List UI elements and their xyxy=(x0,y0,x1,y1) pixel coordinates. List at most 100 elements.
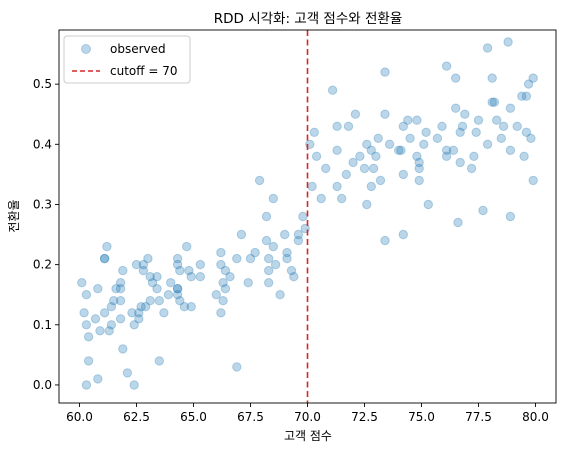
data-point xyxy=(414,157,424,168)
data-point xyxy=(115,314,126,324)
data-point xyxy=(216,308,226,318)
data-point xyxy=(469,151,479,162)
data-point xyxy=(487,97,497,107)
data-point xyxy=(289,272,299,282)
data-point xyxy=(350,109,361,119)
data-point xyxy=(398,169,408,180)
data-point xyxy=(163,290,174,300)
data-point xyxy=(211,290,222,300)
data-point xyxy=(451,73,461,83)
x-axis-ticks: 60.0 62.5 65.0 67.5 70.0 72.5 75.0 77.5 80.0 xyxy=(66,403,549,424)
y-tick-label: 0.2 xyxy=(33,258,52,272)
data-point xyxy=(93,374,103,384)
data-point xyxy=(81,320,92,330)
y-tick-label: 0.0 xyxy=(33,378,52,392)
data-point xyxy=(140,302,151,312)
data-point xyxy=(523,79,534,89)
data-point xyxy=(512,121,522,132)
data-point xyxy=(332,145,342,156)
data-point xyxy=(172,259,183,270)
data-point xyxy=(232,253,242,264)
data-point xyxy=(355,151,365,162)
data-point xyxy=(270,259,281,270)
data-point xyxy=(243,278,253,288)
data-point xyxy=(106,320,117,330)
data-point xyxy=(195,259,206,270)
data-point xyxy=(311,151,322,162)
data-point xyxy=(280,229,290,240)
data-point xyxy=(83,356,94,366)
data-point xyxy=(134,314,144,324)
data-point xyxy=(496,133,506,144)
data-point xyxy=(216,259,226,270)
data-point xyxy=(359,163,370,174)
data-point xyxy=(414,175,424,186)
data-point xyxy=(337,193,347,204)
data-point xyxy=(460,109,470,119)
legend-label-cutoff: cutoff = 70 xyxy=(110,64,177,78)
data-point xyxy=(118,265,128,276)
data-point xyxy=(396,145,406,156)
data-point xyxy=(93,284,103,294)
data-point xyxy=(482,43,493,53)
data-point xyxy=(134,308,144,318)
data-point xyxy=(81,290,92,300)
data-point xyxy=(373,133,383,144)
data-point xyxy=(441,145,452,156)
data-point xyxy=(398,229,408,240)
data-point xyxy=(138,259,149,270)
data-point xyxy=(152,272,162,282)
data-point xyxy=(366,145,376,156)
data-point xyxy=(268,241,278,252)
data-point xyxy=(380,235,390,246)
data-point xyxy=(81,380,92,390)
data-point xyxy=(129,320,139,330)
data-point xyxy=(122,368,133,378)
data-point xyxy=(218,296,228,306)
data-point xyxy=(473,115,484,125)
data-point xyxy=(99,253,110,264)
data-point xyxy=(362,139,372,150)
data-point xyxy=(341,169,351,180)
data-point xyxy=(136,302,146,312)
data-point xyxy=(412,115,422,125)
data-point xyxy=(441,151,452,162)
data-point xyxy=(362,199,372,210)
legend: observed cutoff = 70 xyxy=(63,35,191,84)
data-point xyxy=(79,308,89,318)
chart-title: RDD 시각화: 고객 점수와 전환율 xyxy=(214,11,403,27)
data-point xyxy=(521,127,532,138)
data-point xyxy=(115,296,126,306)
data-point xyxy=(498,121,509,132)
x-tick-label: 72.5 xyxy=(351,410,378,424)
data-point xyxy=(261,211,272,222)
data-point xyxy=(264,265,274,276)
data-point xyxy=(104,326,114,336)
data-point xyxy=(220,265,231,276)
data-point xyxy=(83,332,94,342)
data-point xyxy=(152,284,162,294)
data-point xyxy=(131,259,142,270)
data-point xyxy=(316,193,326,204)
data-point xyxy=(412,151,422,162)
data-point xyxy=(457,121,468,132)
data-point xyxy=(232,362,242,372)
data-point xyxy=(111,284,121,294)
data-point xyxy=(309,127,319,138)
data-point xyxy=(186,272,196,282)
data-point xyxy=(505,103,516,113)
data-point xyxy=(147,278,158,288)
data-point xyxy=(275,290,285,300)
data-point xyxy=(332,121,342,132)
y-axis-ticks: 0.0 0.1 0.2 0.3 0.4 0.5 xyxy=(33,77,59,392)
data-point xyxy=(95,326,105,336)
data-point xyxy=(471,127,481,138)
x-tick-label: 75.0 xyxy=(408,410,435,424)
data-point xyxy=(293,235,304,246)
data-point xyxy=(236,229,247,240)
data-point xyxy=(528,175,538,186)
data-point xyxy=(245,253,256,264)
data-point xyxy=(106,302,117,312)
legend-box xyxy=(63,35,191,84)
data-point xyxy=(394,145,404,156)
